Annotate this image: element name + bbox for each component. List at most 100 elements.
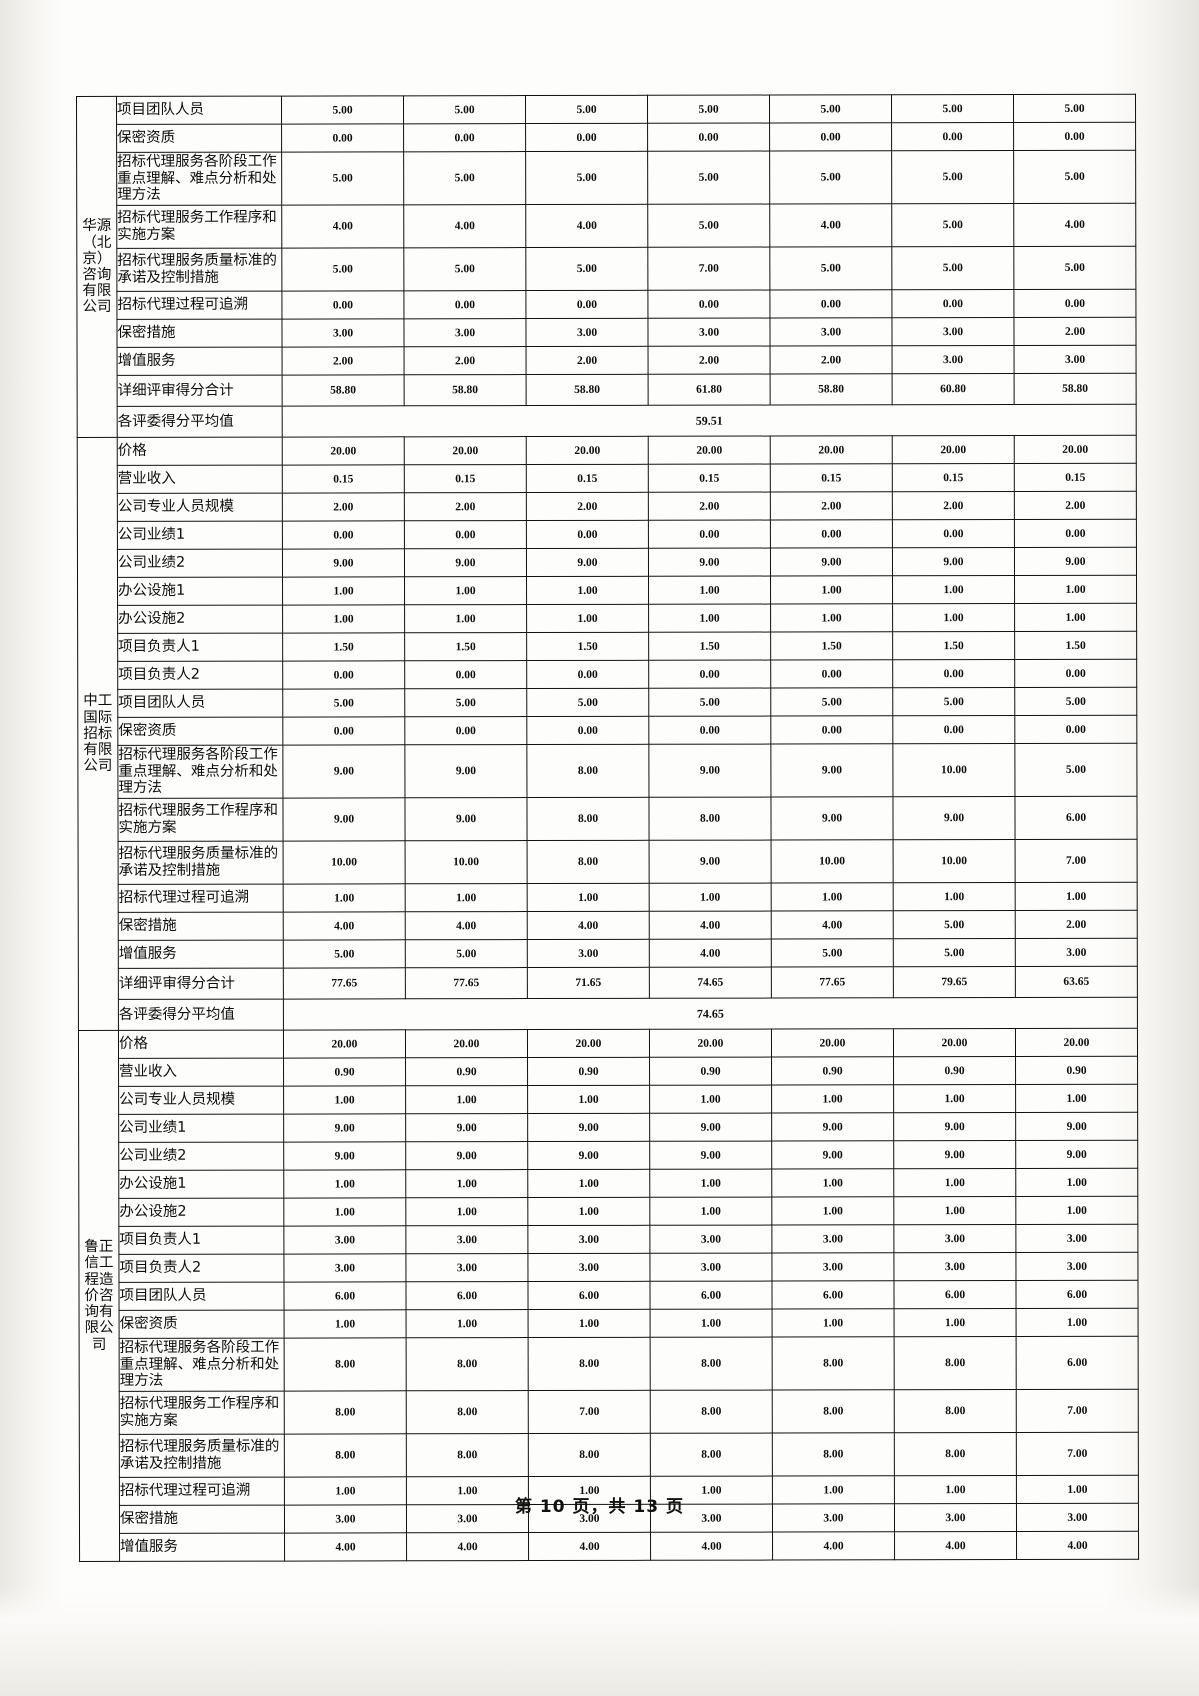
- score-cell: 3.00: [649, 1253, 772, 1282]
- score-cell: 3.00: [647, 318, 771, 347]
- score-cell: 1.00: [405, 1085, 528, 1114]
- score-cell: 0.00: [526, 716, 649, 745]
- score-cell: 7.00: [647, 247, 770, 291]
- score-cell: 9.00: [1015, 1112, 1138, 1141]
- score-cell: 9.00: [404, 744, 527, 798]
- score-cell: 9.00: [648, 744, 771, 798]
- table-row: 增值服务 4.00 4.00 4.00 4.00 4.00 4.00 4.00: [80, 1531, 1139, 1562]
- score-cell: 1.00: [772, 1308, 895, 1338]
- score-cell: 1.50: [404, 632, 527, 661]
- score-cell: 0.15: [282, 464, 405, 494]
- score-cell: 0.00: [404, 520, 527, 549]
- table-row: 招标代理服务各阶段工作重点理解、难点分析和处理方法 9.00 9.00 8.00 9.0…: [78, 743, 1137, 799]
- score-cell: 0.00: [648, 660, 771, 689]
- criterion-label: 营业收入: [118, 1058, 284, 1087]
- score-cell: 8.00: [650, 1433, 773, 1477]
- score-cell: 3.00: [771, 1224, 894, 1254]
- score-cell: 79.65: [893, 966, 1016, 998]
- score-cell: 2.00: [770, 345, 893, 375]
- table-row: 招标代理服务工作程序和实施方案 8.00 8.00 7.00 8.00 8.00 8.00 7…: [79, 1389, 1139, 1435]
- criterion-label: 保密资质: [117, 717, 283, 746]
- score-cell: 0.00: [647, 290, 770, 319]
- table-row: 招标代理过程可追溯 1.00 1.00 1.00 1.00 1.00 1.00 1.00: [78, 882, 1138, 913]
- score-cell: 8.00: [406, 1433, 529, 1477]
- score-cell: 0.90: [893, 1056, 1016, 1085]
- score-cell: 0.00: [648, 716, 771, 745]
- score-cell: 1.00: [405, 1169, 528, 1198]
- score-cell: 0.15: [404, 464, 527, 493]
- score-cell: 8.00: [284, 1390, 407, 1435]
- score-cell: 8.00: [894, 1389, 1017, 1433]
- score-cell: 5.00: [525, 247, 648, 291]
- score-cell: 6.00: [1014, 796, 1138, 840]
- score-cell: 3.00: [769, 317, 893, 347]
- score-cell: 7.00: [1015, 839, 1138, 883]
- scan-edge-bottom: [0, 1586, 1199, 1696]
- score-cell: 1.00: [1015, 882, 1138, 911]
- score-cell: 0.00: [526, 660, 649, 689]
- score-cell: 2.00: [282, 492, 405, 522]
- score-cell: 3.00: [1014, 345, 1137, 374]
- score-cell: 4.00: [650, 1532, 773, 1561]
- score-cell: 5.00: [404, 688, 527, 717]
- criterion-label: 项目团队人员: [116, 96, 282, 125]
- criterion-label: 招标代理服务工作程序和实施方案: [116, 205, 282, 249]
- table-row: 招标代理服务质量标准的承诺及控制措施 8.00 8.00 8.00 8.00 8.00 8.…: [79, 1432, 1139, 1478]
- score-cell: 9.00: [893, 1140, 1016, 1169]
- table-row: 公司业绩2 9.00 9.00 9.00 9.00 9.00 9.00 9.00: [79, 1140, 1138, 1171]
- score-cell: 20.00: [892, 435, 1015, 464]
- score-cell: 4.00: [405, 911, 528, 940]
- score-cell: 1.00: [282, 576, 405, 606]
- score-cell: 1.00: [1014, 603, 1137, 632]
- score-cell: 5.00: [892, 687, 1015, 716]
- score-cell: 0.00: [1013, 289, 1136, 318]
- score-cell: 9.00: [893, 1112, 1016, 1141]
- score-cell: 5.00: [647, 204, 770, 248]
- score-cell: 1.00: [283, 883, 406, 913]
- score-cell: 9.00: [282, 548, 405, 578]
- score-cell: 9.00: [527, 1141, 650, 1170]
- score-cell: 2.00: [404, 492, 527, 521]
- score-cell: 0.15: [1014, 463, 1137, 492]
- table-row: 招标代理服务各阶段工作重点理解、难点分析和处理方法 5.00 5.00 5.00 5.0…: [77, 150, 1136, 206]
- score-cell: 1.00: [893, 1196, 1016, 1225]
- score-cell: 20.00: [770, 435, 893, 465]
- score-cell: 2.00: [1013, 317, 1137, 346]
- criterion-label: 详细评审得分合计: [118, 968, 284, 1000]
- score-cell: 3.00: [1015, 1252, 1138, 1281]
- score-cell: 3.00: [527, 939, 650, 968]
- score-cell: 0.00: [1014, 659, 1137, 688]
- criterion-label: 公司业绩2: [118, 1142, 284, 1171]
- score-cell: 4.00: [1016, 1531, 1139, 1560]
- score-cell: 1.00: [649, 883, 772, 912]
- criterion-label: 公司业绩2: [117, 549, 283, 578]
- score-cell: 0.00: [891, 289, 1014, 318]
- table-body: 华源（北京）咨询有限公司 项目团队人员 5.00 5.00 5.00 5.00 5.00 5.…: [76, 94, 1139, 1562]
- score-cell: 8.00: [526, 797, 650, 841]
- score-cell: 5.00: [648, 688, 771, 717]
- table-row: 营业收入 0.15 0.15 0.15 0.15 0.15 0.15 0.15: [77, 463, 1137, 494]
- score-cell: 0.00: [281, 290, 404, 320]
- criterion-label: 项目团队人员: [117, 689, 283, 718]
- score-cell: 20.00: [282, 436, 405, 466]
- table-row: 项目负责人1 1.50 1.50 1.50 1.50 1.50 1.50 1.50: [78, 631, 1137, 662]
- table-row: 公司专业人员规模 1.00 1.00 1.00 1.00 1.00 1.00 1.00: [79, 1084, 1138, 1115]
- score-cell: 3.00: [893, 1224, 1016, 1253]
- score-cell: 0.15: [892, 463, 1015, 492]
- score-cell: 77.65: [405, 967, 528, 999]
- score-cell: 3.00: [1015, 1224, 1138, 1253]
- score-cell: 2.00: [1014, 491, 1137, 520]
- score-cell: 4.00: [406, 1532, 529, 1561]
- score-cell: 5.00: [1014, 687, 1137, 716]
- score-cell: 8.00: [527, 840, 650, 884]
- score-cell: 5.00: [403, 95, 526, 124]
- score-cell: 0.00: [892, 519, 1015, 548]
- average-row: 各评委得分平均值 59.51: [77, 404, 1137, 438]
- score-cell: 5.00: [647, 95, 770, 124]
- score-cell: 0.00: [648, 520, 771, 549]
- score-cell: 9.00: [282, 744, 405, 799]
- score-cell: 1.00: [404, 576, 527, 605]
- score-cell: 8.00: [406, 1337, 529, 1391]
- score-cell: 20.00: [404, 436, 527, 465]
- average-row: 各评委得分平均值 74.65: [78, 997, 1138, 1031]
